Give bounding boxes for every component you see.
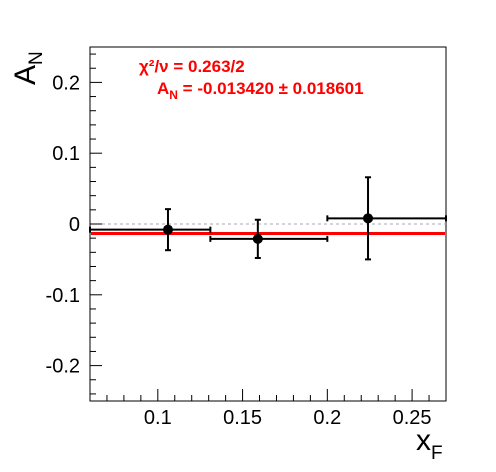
data-points bbox=[89, 176, 447, 261]
y-axis-title-subscript: N bbox=[26, 51, 47, 65]
x-tick-label: 0.2 bbox=[313, 407, 341, 429]
fit-an-subscript: N bbox=[169, 88, 178, 102]
x-tick-label: 0.1 bbox=[144, 407, 172, 429]
y-axis-ticks: -0.2 -0.1 0 0.1 0.2 bbox=[46, 53, 102, 395]
x-axis-title-subscript: F bbox=[431, 443, 443, 464]
x-axis-title-main: x bbox=[416, 424, 431, 457]
y-tick-label: -0.2 bbox=[46, 356, 80, 378]
y-axis-title-main: A bbox=[9, 65, 42, 85]
y-tick-label: 0 bbox=[69, 214, 80, 236]
data-point bbox=[326, 176, 447, 261]
data-point-marker bbox=[252, 233, 263, 244]
y-tick-label: -0.1 bbox=[46, 285, 80, 307]
data-point bbox=[209, 218, 329, 259]
x-tick-label: 0.25 bbox=[393, 407, 432, 429]
x-tick-label: 0.15 bbox=[223, 407, 262, 429]
y-axis-title: AN bbox=[9, 51, 47, 85]
data-point bbox=[89, 208, 212, 252]
y-tick-label: 0.1 bbox=[52, 143, 80, 165]
data-point-marker bbox=[363, 213, 374, 224]
fit-an-value: = -0.013420 ± 0.018601 bbox=[178, 79, 364, 98]
y-tick-label: 0.2 bbox=[52, 72, 80, 94]
x-axis-title: xF bbox=[416, 424, 443, 464]
fit-chi2-label: χ²/ν = 0.263/2 bbox=[139, 57, 245, 76]
x-axis-ticks: 0.1 0.15 0.2 0.25 bbox=[89, 389, 447, 429]
fit-an-label: AN = -0.013420 ± 0.018601 bbox=[157, 79, 364, 102]
fit-an-prefix: A bbox=[157, 79, 169, 98]
data-point-marker bbox=[162, 224, 173, 235]
